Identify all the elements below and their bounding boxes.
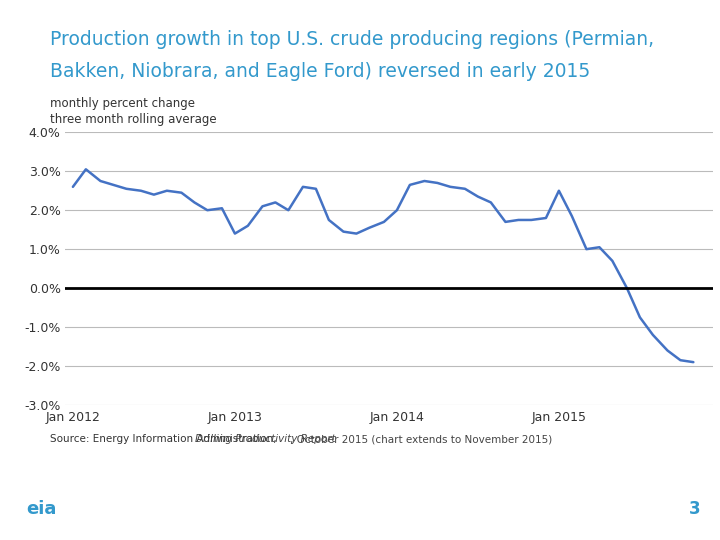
Circle shape [479, 490, 720, 528]
Text: Production growth in top U.S. crude producing regions (Permian,: Production growth in top U.S. crude prod… [50, 30, 654, 49]
Text: , October 2015 (chart extends to November 2015): , October 2015 (chart extends to Novembe… [289, 434, 552, 444]
FancyBboxPatch shape [6, 483, 78, 535]
Text: monthly percent change: monthly percent change [50, 97, 195, 110]
Text: 3: 3 [689, 500, 701, 518]
Text: Bakken, Niobrara, and Eagle Ford) reversed in early 2015: Bakken, Niobrara, and Eagle Ford) revers… [50, 62, 590, 81]
Text: Source: Energy Information Administration,: Source: Energy Information Administratio… [50, 434, 280, 444]
Text: Drilling Productivity Report: Drilling Productivity Report [195, 434, 336, 444]
Text: three month rolling average: three month rolling average [50, 113, 217, 126]
Text: October 15, 2015: October 15, 2015 [97, 513, 195, 523]
Text: Source: Energy Information Administration,: Source: Energy Information Administratio… [0, 539, 1, 540]
Text: New York Energy Forum | Oil and gas outlook: New York Energy Forum | Oil and gas outl… [97, 496, 348, 507]
Text: eia: eia [27, 500, 57, 518]
